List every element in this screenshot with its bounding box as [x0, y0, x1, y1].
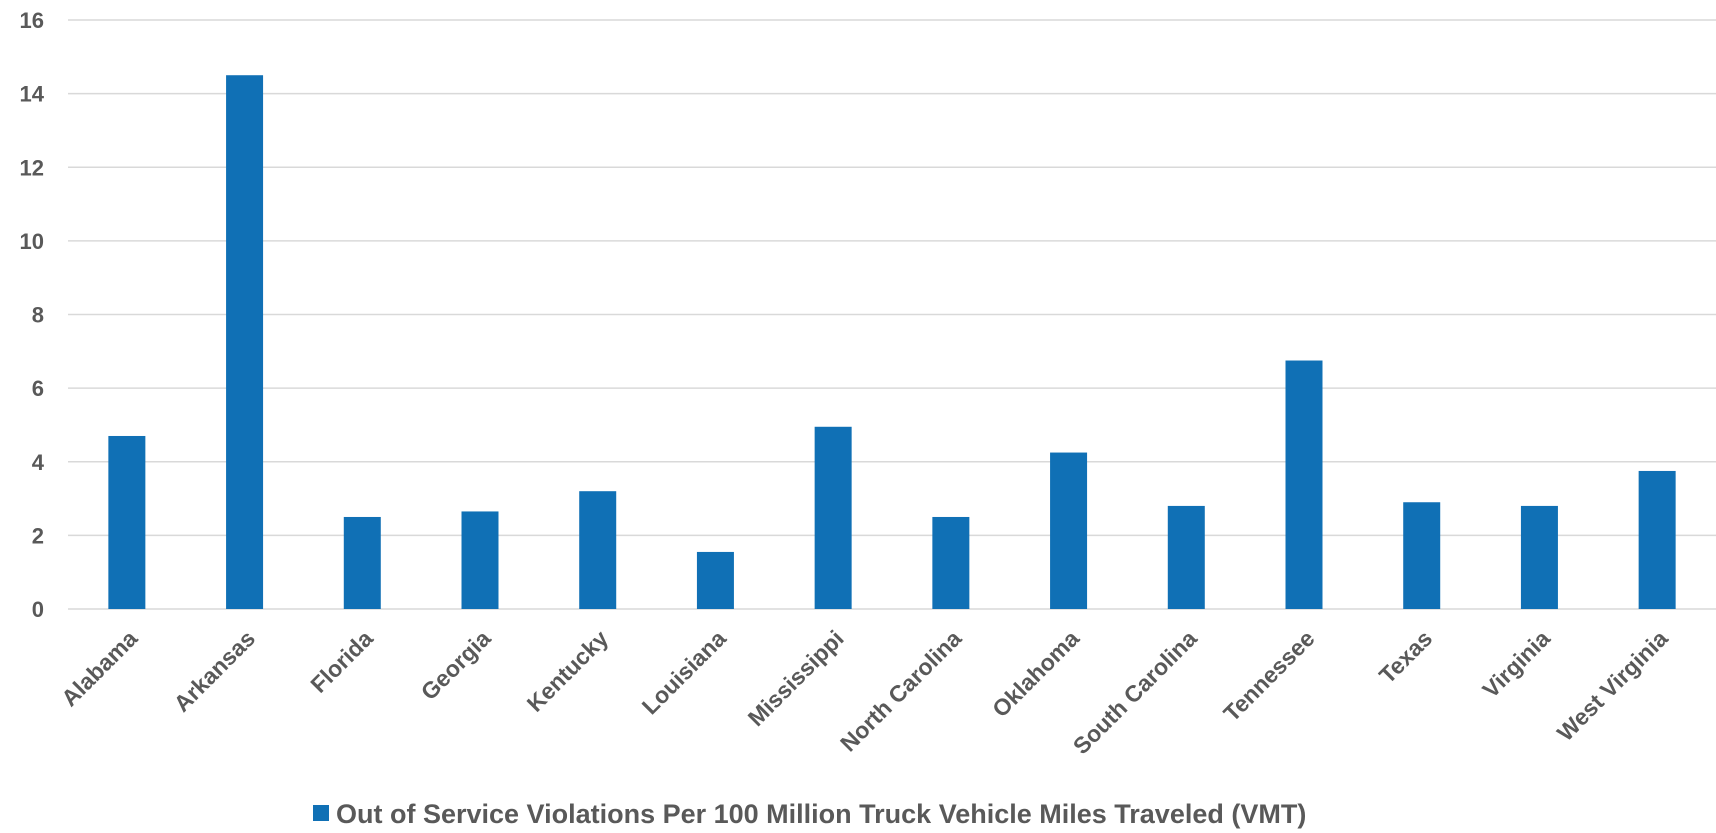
- y-axis-ticks: 0 2 4 6 8 10 12 14 16: [20, 8, 45, 622]
- y-tick-label: 12: [20, 155, 44, 180]
- y-tick-label: 6: [32, 376, 44, 401]
- x-tick-label: Arkansas: [168, 625, 260, 717]
- x-tick-label: Virginia: [1477, 625, 1555, 703]
- x-tick-label: Oklahoma: [987, 625, 1084, 722]
- legend-swatch: [313, 805, 329, 821]
- x-tick-label: South Carolina: [1068, 625, 1202, 759]
- x-tick-label: Tennessee: [1218, 625, 1319, 726]
- bar-tennessee: [1285, 360, 1323, 609]
- bar-north-carolina: [932, 516, 970, 609]
- y-tick-label: 8: [32, 303, 44, 328]
- bar-arkansas: [226, 75, 264, 609]
- x-tick-label: Mississippi: [743, 625, 849, 731]
- x-tick-label: Florida: [305, 625, 378, 698]
- y-tick-label: 14: [20, 82, 45, 107]
- x-tick-label: Louisiana: [637, 625, 731, 719]
- bar-florida: [343, 516, 381, 609]
- y-tick-label: 10: [20, 229, 44, 254]
- y-tick-label: 16: [20, 8, 44, 33]
- bar-georgia: [461, 511, 499, 609]
- legend: Out of Service Violations Per 100 Millio…: [313, 799, 1306, 829]
- x-tick-label: Georgia: [416, 625, 496, 705]
- legend-label: Out of Service Violations Per 100 Millio…: [336, 799, 1306, 829]
- bar-alabama: [108, 435, 146, 609]
- x-tick-label: Alabama: [56, 625, 142, 711]
- bar-mississippi: [814, 426, 852, 609]
- bar-oklahoma: [1050, 452, 1088, 609]
- x-axis-labels: Alabama Arkansas Florida Georgia Kentucky Lou…: [56, 625, 1673, 759]
- x-tick-label: North Carolina: [835, 625, 966, 756]
- bar-west-virginia: [1638, 470, 1676, 609]
- x-tick-label: Texas: [1374, 625, 1437, 688]
- bar-louisiana: [696, 551, 734, 609]
- y-tick-label: 0: [32, 597, 44, 622]
- bar-kentucky: [579, 491, 617, 609]
- y-tick-label: 4: [32, 450, 45, 475]
- y-tick-label: 2: [32, 523, 44, 548]
- bars: [108, 75, 1676, 609]
- bar-south-carolina: [1167, 505, 1205, 609]
- gridlines: [68, 19, 1716, 610]
- x-tick-label: West Virginia: [1552, 625, 1673, 746]
- bar-texas: [1403, 502, 1441, 609]
- x-tick-label: Kentucky: [522, 625, 614, 717]
- bar-virginia: [1520, 505, 1558, 609]
